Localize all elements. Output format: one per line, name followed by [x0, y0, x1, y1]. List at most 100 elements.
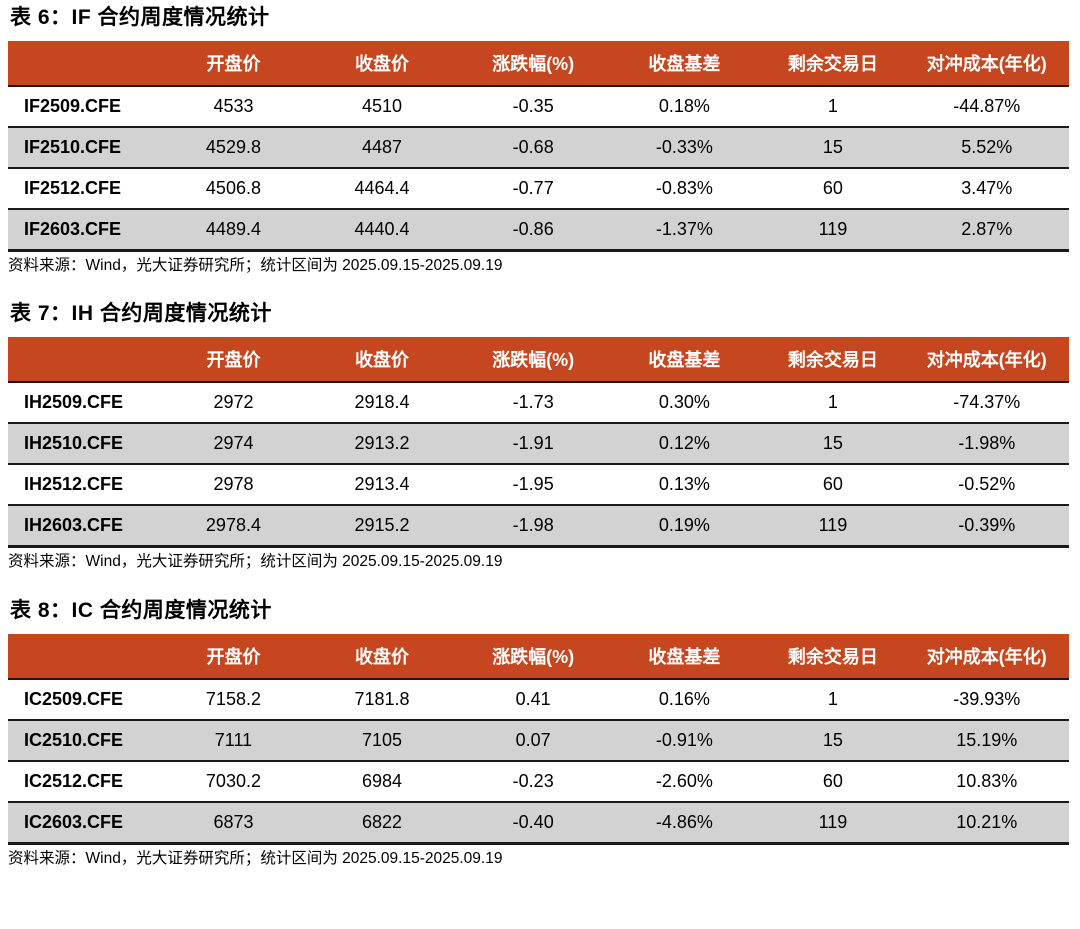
value-cell: 7105: [305, 718, 459, 761]
table-section-ih: 表 7：IH 合约周度情况统计 开盘价 收盘价 涨跌幅(%) 收盘基差 剩余交易日 对冲成…: [8, 302, 1069, 572]
value-cell: 2915.2: [305, 504, 459, 547]
value-cell: -1.98%: [904, 422, 1069, 465]
table-row: IH2509.CFE 2972 2918.4 -1.73 0.30% 1 -74.37%: [8, 381, 1069, 424]
value-cell: 2913.4: [305, 463, 459, 506]
value-cell: 5.52%: [904, 126, 1069, 169]
value-cell: -1.95: [458, 463, 608, 506]
table-row: IH2510.CFE 2974 2913.2 -1.91 0.12% 15 -1.98%: [8, 422, 1069, 465]
value-cell: -0.33%: [607, 126, 762, 169]
column-header: [8, 337, 162, 383]
column-header: 对冲成本(年化): [904, 633, 1069, 679]
value-cell: -74.37%: [904, 381, 1069, 424]
value-cell: -39.93%: [904, 677, 1069, 720]
value-cell: 0.13%: [607, 463, 762, 506]
value-cell: 2978.4: [161, 504, 306, 547]
column-header: [8, 633, 162, 679]
contract-id-cell: IF2603.CFE: [8, 208, 162, 251]
value-cell: 4529.8: [161, 126, 306, 169]
header-row: 开盘价 收盘价 涨跌幅(%) 收盘基差 剩余交易日 对冲成本(年化): [8, 41, 1069, 87]
header-row: 开盘价 收盘价 涨跌幅(%) 收盘基差 剩余交易日 对冲成本(年化): [8, 633, 1069, 679]
value-cell: -0.35: [458, 85, 608, 128]
value-cell: 0.12%: [607, 422, 762, 465]
report-tables-page: 表 6：IF 合约周度情况统计 开盘价 收盘价 涨跌幅(%) 收盘基差 剩余交易日 对冲成…: [8, 6, 1069, 869]
contract-id-cell: IF2509.CFE: [8, 85, 162, 128]
column-header: 剩余交易日: [761, 633, 905, 679]
table-section-if: 表 6：IF 合约周度情况统计 开盘价 收盘价 涨跌幅(%) 收盘基差 剩余交易日 对冲成…: [8, 6, 1069, 276]
value-cell: 2974: [161, 422, 306, 465]
column-header: 收盘基差: [607, 633, 762, 679]
value-cell: 15.19%: [904, 718, 1069, 761]
value-cell: -0.40: [458, 800, 608, 844]
contract-id-cell: IH2509.CFE: [8, 381, 162, 424]
value-cell: 3.47%: [904, 167, 1069, 210]
contract-id-cell: IH2510.CFE: [8, 422, 162, 465]
column-header: 收盘基差: [607, 337, 762, 383]
table-row: IC2512.CFE 7030.2 6984 -0.23 -2.60% 60 10.83%: [8, 759, 1069, 802]
contract-id-cell: IH2512.CFE: [8, 463, 162, 506]
contract-id-cell: IF2510.CFE: [8, 126, 162, 169]
column-header: 开盘价: [161, 337, 306, 383]
value-cell: -0.23: [458, 759, 608, 802]
value-cell: 15: [761, 126, 905, 169]
table-row: IF2510.CFE 4529.8 4487 -0.68 -0.33% 15 5.52%: [8, 126, 1069, 169]
column-header: 对冲成本(年化): [904, 41, 1069, 87]
value-cell: -0.91%: [607, 718, 762, 761]
value-cell: 2978: [161, 463, 306, 506]
contract-id-cell: IF2512.CFE: [8, 167, 162, 210]
table-title-ih: 表 7：IH 合约周度情况统计: [10, 302, 272, 326]
value-cell: 60: [761, 167, 905, 210]
table-row: IH2603.CFE 2978.4 2915.2 -1.98 0.19% 119 -0.39…: [8, 504, 1069, 547]
value-cell: 0.19%: [607, 504, 762, 547]
value-cell: 1: [761, 677, 905, 720]
value-cell: -1.37%: [607, 208, 762, 251]
table-row: IH2512.CFE 2978 2913.4 -1.95 0.13% 60 -0.52%: [8, 463, 1069, 506]
value-cell: -0.39%: [904, 504, 1069, 547]
value-cell: 119: [761, 208, 905, 251]
value-cell: 1: [761, 381, 905, 424]
table-row: IF2512.CFE 4506.8 4464.4 -0.77 -0.83% 60 3.47%: [8, 167, 1069, 210]
column-header: 涨跌幅(%): [458, 633, 608, 679]
value-cell: 2972: [161, 381, 306, 424]
header-row: 开盘价 收盘价 涨跌幅(%) 收盘基差 剩余交易日 对冲成本(年化): [8, 337, 1069, 383]
value-cell: 7158.2: [161, 677, 306, 720]
contract-id-cell: IC2603.CFE: [8, 800, 162, 844]
value-cell: 6822: [305, 800, 459, 844]
column-header: 收盘价: [305, 633, 459, 679]
value-cell: 0.18%: [607, 85, 762, 128]
column-header: 收盘价: [305, 337, 459, 383]
value-cell: -1.73: [458, 381, 608, 424]
value-cell: 15: [761, 422, 905, 465]
column-header: 剩余交易日: [761, 337, 905, 383]
column-header: [8, 41, 162, 87]
table-title-ic: 表 8：IC 合约周度情况统计: [10, 598, 272, 622]
value-cell: 119: [761, 800, 905, 844]
value-cell: 6984: [305, 759, 459, 802]
value-cell: 2.87%: [904, 208, 1069, 251]
value-cell: -0.52%: [904, 463, 1069, 506]
value-cell: -44.87%: [904, 85, 1069, 128]
value-cell: 7111: [161, 718, 306, 761]
value-cell: -0.77: [458, 167, 608, 210]
ih-contracts-table: 开盘价 收盘价 涨跌幅(%) 收盘基差 剩余交易日 对冲成本(年化) IH2509.CFE…: [8, 337, 1069, 549]
value-cell: 4464.4: [305, 167, 459, 210]
value-cell: 119: [761, 504, 905, 547]
table-row: IC2510.CFE 7111 7105 0.07 -0.91% 15 15.19%: [8, 718, 1069, 761]
value-cell: 10.21%: [904, 800, 1069, 844]
table-row: IF2603.CFE 4489.4 4440.4 -0.86 -1.37% 119 2.87…: [8, 208, 1069, 251]
column-header: 涨跌幅(%): [458, 337, 608, 383]
table-title-if: 表 6：IF 合约周度情况统计: [10, 6, 270, 29]
column-header: 收盘基差: [607, 41, 762, 87]
column-header: 开盘价: [161, 41, 306, 87]
source-note-ih: 资料来源：Wind，光大证券研究所；统计区间为 2025.09.15-2025.…: [8, 553, 503, 571]
value-cell: 4440.4: [305, 208, 459, 251]
value-cell: -0.83%: [607, 167, 762, 210]
column-header: 收盘价: [305, 41, 459, 87]
source-note-if: 资料来源：Wind，光大证券研究所；统计区间为 2025.09.15-2025.…: [8, 257, 503, 275]
table-row: IC2509.CFE 7158.2 7181.8 0.41 0.16% 1 -39.93%: [8, 677, 1069, 720]
value-cell: 7181.8: [305, 677, 459, 720]
value-cell: -2.60%: [607, 759, 762, 802]
column-header: 开盘价: [161, 633, 306, 679]
value-cell: 4533: [161, 85, 306, 128]
value-cell: 0.07: [458, 718, 608, 761]
column-header: 对冲成本(年化): [904, 337, 1069, 383]
